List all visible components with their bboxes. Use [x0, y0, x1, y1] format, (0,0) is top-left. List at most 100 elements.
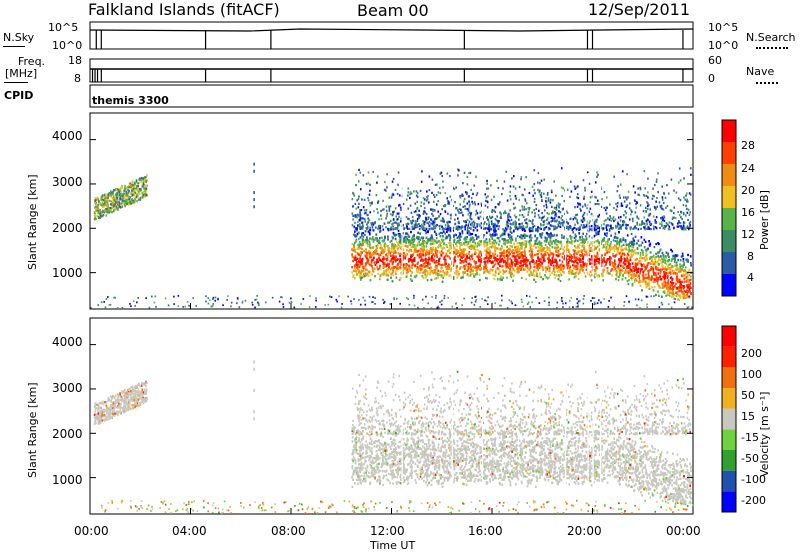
echo-cell	[126, 196, 129, 199]
echo-cell	[464, 243, 466, 247]
echo-cell	[515, 263, 517, 266]
echo-cell	[146, 184, 148, 187]
echo-cell	[595, 263, 597, 266]
echo-cell	[145, 187, 148, 190]
echo-cell	[117, 206, 119, 210]
echo-cell	[130, 191, 132, 194]
echo-cell	[670, 282, 673, 285]
echo-cell	[433, 258, 435, 261]
echo-cell	[477, 248, 479, 251]
echo-cell	[493, 231, 496, 234]
echo-cell	[107, 193, 109, 196]
echo-cell	[94, 200, 96, 204]
echo-cell	[435, 232, 437, 236]
echo-cell	[112, 210, 115, 213]
echo-cell	[362, 235, 365, 238]
echo-cell	[492, 229, 495, 232]
echo-cell	[142, 187, 145, 190]
echo-cell	[670, 287, 672, 290]
echo-cell	[407, 234, 410, 237]
power-cb-tick: 4	[747, 271, 754, 284]
echo-cell	[620, 245, 623, 248]
echo-cell	[683, 289, 686, 293]
freq-label-line2: [MHz]	[5, 67, 38, 80]
echo-cell	[424, 229, 427, 232]
echo-cell	[368, 270, 370, 273]
echo-cell	[114, 195, 116, 198]
echo-cell	[115, 200, 117, 204]
echo-cell	[495, 272, 497, 275]
echo-cell	[680, 255, 683, 258]
echo-cell	[360, 247, 363, 250]
echo-cell	[400, 247, 403, 251]
power-cb-tick: 8	[747, 250, 754, 263]
echo-cell	[591, 259, 594, 262]
xtick-12: 12:00	[370, 524, 405, 538]
echo-cell	[641, 274, 644, 277]
nsearch-tick-top: 10^5	[708, 21, 739, 34]
echo-cell	[528, 239, 531, 242]
echo-cell	[110, 211, 113, 214]
echo-cell	[479, 243, 482, 246]
echo-cell	[525, 261, 528, 264]
echo-cell	[600, 264, 603, 268]
echo-cell	[105, 214, 108, 217]
echo-cell	[143, 184, 145, 187]
freq-spikes	[91, 69, 684, 82]
echo-cell	[506, 254, 508, 257]
echo-cell	[566, 240, 569, 243]
echo-cell	[376, 247, 379, 250]
echo-cell	[108, 199, 111, 202]
echo-cell	[448, 241, 450, 245]
echo-cell	[557, 252, 560, 255]
echo-cell	[525, 243, 528, 246]
echo-cell	[610, 257, 612, 260]
echo-cell	[466, 235, 468, 239]
echo-cell	[518, 253, 521, 256]
echo-cell	[131, 186, 134, 189]
echo-cell	[426, 248, 428, 251]
echo-cell	[370, 253, 373, 256]
echo-cell	[107, 204, 109, 207]
echo-cell	[113, 188, 115, 192]
echo-cell	[604, 253, 606, 256]
echo-cell	[110, 200, 113, 203]
echo-cell	[495, 268, 497, 271]
echo-cell	[108, 211, 111, 214]
echo-cell	[120, 186, 123, 189]
echo-cell	[514, 264, 517, 267]
echo-cell	[105, 197, 107, 200]
echo-cell	[605, 246, 607, 249]
echo-cell	[139, 178, 142, 181]
echo-cell	[530, 260, 533, 263]
echo-cell	[574, 249, 577, 252]
echo-cell	[624, 270, 627, 274]
echo-cell	[633, 249, 636, 252]
echo-cell	[110, 203, 112, 206]
echo-cell	[99, 202, 101, 205]
echo-cell	[356, 261, 358, 264]
echo-cell	[392, 269, 394, 272]
echo-cell	[672, 269, 675, 272]
echo-cell	[681, 264, 683, 267]
echo-cell	[470, 244, 472, 247]
echo-cell	[118, 191, 121, 194]
echo-cell	[499, 247, 502, 250]
echo-cell	[494, 247, 497, 250]
echo-cell	[610, 234, 612, 237]
echo-cell	[122, 192, 125, 195]
echo-cell	[688, 274, 691, 277]
echo-cell	[100, 215, 102, 218]
echo-cell	[450, 246, 453, 249]
echo-cell	[633, 269, 636, 272]
echo-cell	[410, 245, 413, 249]
noise-panel-frame	[89, 21, 694, 50]
echo-cell	[109, 206, 112, 210]
echo-cell	[94, 215, 97, 218]
echo-cell	[682, 264, 685, 267]
echo-cell	[130, 199, 133, 202]
echo-cell	[439, 251, 441, 254]
echo-cell	[425, 232, 427, 235]
echo-cell	[559, 264, 561, 267]
echo-cell	[626, 234, 629, 237]
